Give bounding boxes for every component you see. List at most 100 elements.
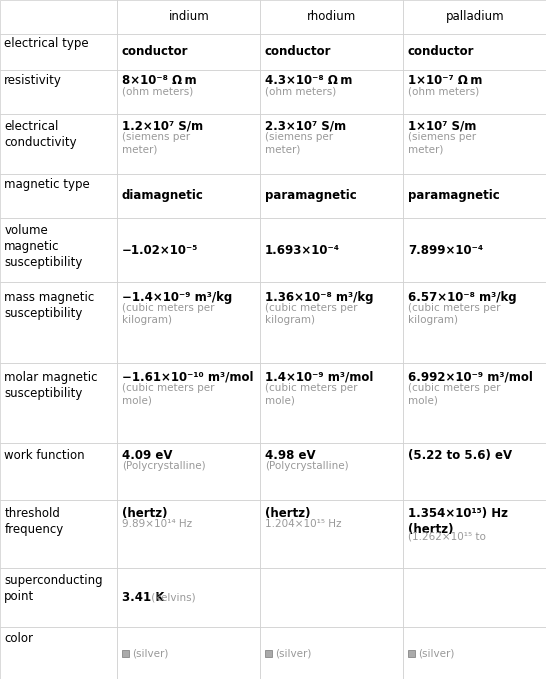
Bar [403,34,546,70]
Text: (siemens per
meter): (siemens per meter) [408,132,476,155]
Bar [0,500,117,568]
Text: (cubic meters per
mole): (cubic meters per mole) [265,383,357,405]
Text: superconducting
point: superconducting point [4,574,103,602]
Bar [265,650,272,657]
Text: 1.354×10¹⁵) Hz
(hertz): 1.354×10¹⁵) Hz (hertz) [408,507,508,536]
Bar [117,282,260,363]
Bar [403,443,546,500]
Bar [260,0,403,34]
Text: 6.992×10⁻⁹ m³/mol: 6.992×10⁻⁹ m³/mol [408,371,533,384]
Bar [117,114,260,174]
Bar [0,0,117,34]
Text: 9.89×10¹⁴ Hz: 9.89×10¹⁴ Hz [122,519,192,529]
Bar [0,363,117,443]
Text: −1.02×10⁻⁵: −1.02×10⁻⁵ [122,244,198,257]
Text: (cubic meters per
kilogram): (cubic meters per kilogram) [122,303,214,325]
Bar [260,627,403,679]
Bar [0,443,117,500]
Text: (cubic meters per
mole): (cubic meters per mole) [408,383,500,405]
Text: (1.262×10¹⁵ to: (1.262×10¹⁵ to [408,532,486,542]
Text: (cubic meters per
kilogram): (cubic meters per kilogram) [265,303,357,325]
Text: mass magnetic
susceptibility: mass magnetic susceptibility [4,291,94,320]
Text: 1.693×10⁻⁴: 1.693×10⁻⁴ [265,244,340,257]
Text: resistivity: resistivity [4,75,62,88]
Bar [403,218,546,282]
Text: palladium: palladium [446,10,504,23]
Text: paramagnetic: paramagnetic [408,189,500,202]
Bar [260,114,403,174]
Bar [0,627,117,679]
Bar [0,70,117,114]
Bar [117,627,260,679]
Bar [117,568,260,627]
Text: (siemens per
meter): (siemens per meter) [122,132,190,155]
Bar [403,174,546,218]
Bar [117,174,260,218]
Text: (kelvins): (kelvins) [149,592,196,602]
Text: 3.41 K: 3.41 K [122,591,164,604]
Text: 1.2×10⁷ S/m: 1.2×10⁷ S/m [122,120,203,133]
Text: diamagnetic: diamagnetic [122,189,204,202]
Text: (5.22 to 5.6) eV: (5.22 to 5.6) eV [408,449,512,462]
Bar [260,70,403,114]
Text: (ohm meters): (ohm meters) [265,87,336,96]
Text: color: color [4,632,33,645]
Bar [0,174,117,218]
Text: −1.4×10⁻⁹ m³/kg: −1.4×10⁻⁹ m³/kg [122,291,232,304]
Bar [260,568,403,627]
Bar [403,500,546,568]
Bar [117,363,260,443]
Bar [117,70,260,114]
Text: 4.98 eV: 4.98 eV [265,449,316,462]
Bar [117,443,260,500]
Text: conductor: conductor [408,45,474,58]
Bar [0,114,117,174]
Text: paramagnetic: paramagnetic [265,189,357,202]
Text: 4.09 eV: 4.09 eV [122,449,172,462]
Bar [117,0,260,34]
Text: 7.899×10⁻⁴: 7.899×10⁻⁴ [408,244,483,257]
Text: 4.3×10⁻⁸ Ω m: 4.3×10⁻⁸ Ω m [265,75,352,88]
Bar [403,0,546,34]
Bar [117,500,260,568]
Text: molar magnetic
susceptibility: molar magnetic susceptibility [4,371,98,400]
Text: conductor: conductor [265,45,331,58]
Text: 1.204×10¹⁵ Hz: 1.204×10¹⁵ Hz [265,519,341,529]
Text: 1.36×10⁻⁸ m³/kg: 1.36×10⁻⁸ m³/kg [265,291,373,304]
Text: 1.4×10⁻⁹ m³/mol: 1.4×10⁻⁹ m³/mol [265,371,373,384]
Text: (siemens per
meter): (siemens per meter) [265,132,333,155]
Text: 8×10⁻⁸ Ω m: 8×10⁻⁸ Ω m [122,75,197,88]
Text: (Polycrystalline): (Polycrystalline) [122,461,205,471]
Text: 1×10⁷ S/m: 1×10⁷ S/m [408,120,476,133]
Bar [260,282,403,363]
Bar [260,174,403,218]
Bar [117,218,260,282]
Text: 2.3×10⁷ S/m: 2.3×10⁷ S/m [265,120,346,133]
Bar [403,70,546,114]
Text: magnetic type: magnetic type [4,178,90,191]
Text: (Polycrystalline): (Polycrystalline) [265,461,348,471]
Bar [0,282,117,363]
Text: electrical type: electrical type [4,37,89,50]
Text: indium: indium [169,10,209,23]
Text: (ohm meters): (ohm meters) [408,87,479,96]
Bar [117,34,260,70]
Text: (cubic meters per
mole): (cubic meters per mole) [122,383,214,405]
Text: work function: work function [4,449,85,462]
Text: electrical
conductivity: electrical conductivity [4,120,77,149]
Bar [408,650,415,657]
Bar [403,114,546,174]
Text: conductor: conductor [122,45,188,58]
Bar [260,34,403,70]
Bar [0,568,117,627]
Bar [260,363,403,443]
Bar [403,568,546,627]
Bar [403,627,546,679]
Bar [260,443,403,500]
Text: threshold
frequency: threshold frequency [4,507,64,536]
Bar [260,218,403,282]
Text: (silver): (silver) [418,648,454,658]
Bar [0,218,117,282]
Text: −1.61×10⁻¹⁰ m³/mol: −1.61×10⁻¹⁰ m³/mol [122,371,253,384]
Text: volume
magnetic
susceptibility: volume magnetic susceptibility [4,224,83,269]
